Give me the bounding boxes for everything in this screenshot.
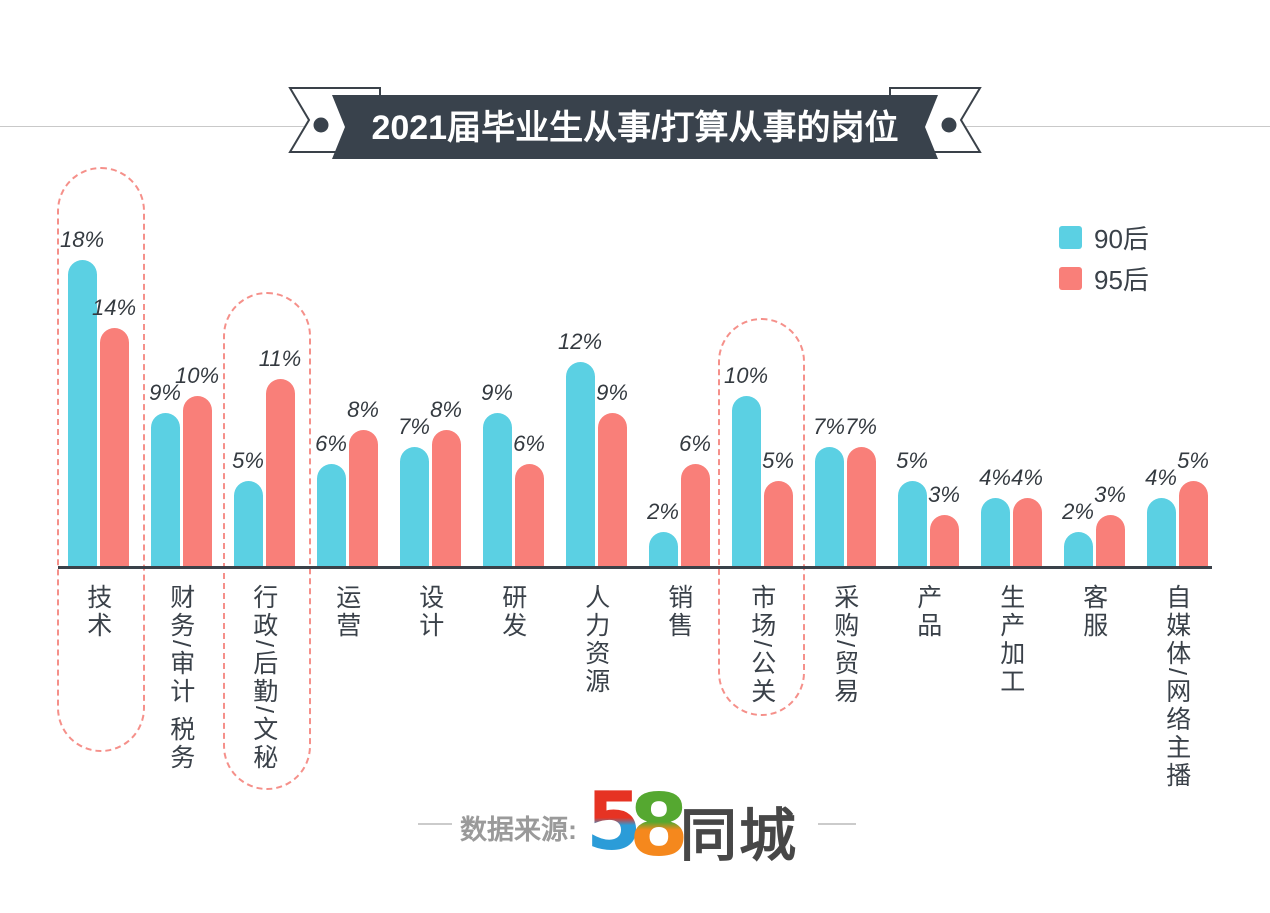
logo-58-icon: 5 8 — [586, 783, 686, 868]
bar-value-label: 7% — [813, 414, 845, 439]
category-label-人力资源: 人力资源 — [581, 584, 610, 696]
bar-90后-技术 — [67, 260, 97, 566]
legend-label-95: 95后 — [1094, 265, 1149, 295]
bar-value-label: 10% — [174, 363, 220, 388]
bar-90后-设计 — [399, 447, 429, 566]
category-label-采购/贸易: 采购/贸易 — [830, 584, 859, 706]
bar-value-label: 10% — [723, 363, 769, 388]
bar-90后-销售 — [648, 532, 678, 566]
bar-90后-自媒体/网络主播 — [1146, 498, 1176, 566]
bar-value-label: 5% — [232, 448, 264, 473]
category-label-自媒体/网络主播: 自媒体/网络主播 — [1162, 584, 1191, 790]
bar-value-label: 4% — [979, 465, 1011, 490]
legend-label-90: 90后 — [1094, 224, 1149, 254]
legend-item-90: 90后 — [1059, 219, 1149, 256]
bar-95后-行政/后勤/文秘 — [265, 379, 295, 566]
bar-value-label: 5% — [896, 448, 928, 473]
bar-value-label: 6% — [513, 431, 545, 456]
highlight-pill-市场/公关 — [718, 318, 805, 716]
logo-digit-8: 8 — [629, 783, 686, 868]
highlight-pill-行政/后勤/文秘 — [223, 292, 311, 790]
bar-value-label: 9% — [481, 380, 513, 405]
category-label-行政/后勤/文秘: 行政/后勤/文秘 — [249, 584, 278, 772]
category-label-客服: 客服 — [1079, 584, 1108, 640]
logo-digit-5: 5 — [586, 783, 642, 868]
bar-value-label: 9% — [149, 380, 181, 405]
bar-90后-产品 — [897, 481, 927, 566]
bar-90后-市场/公关 — [731, 396, 761, 566]
bar-value-label: 18% — [59, 227, 105, 252]
bar-value-label: 8% — [347, 397, 379, 422]
bar-95后-销售 — [680, 464, 710, 566]
bar-90后-客服 — [1063, 532, 1093, 566]
ribbon-right-dot — [941, 117, 957, 133]
bar-95后-人力资源 — [597, 413, 627, 566]
bar-value-label: 8% — [430, 397, 462, 422]
bar-value-label: 7% — [845, 414, 877, 439]
title-ribbon: 2021届毕业生从事/打算从事的岗位 — [288, 87, 982, 159]
category-label-财务/审计 税务: 财务/审计 税务 — [166, 584, 195, 772]
bar-95后-设计 — [431, 430, 461, 566]
legend-swatch-90-icon — [1059, 226, 1082, 249]
category-label-设计: 设计 — [415, 584, 444, 640]
category-label-生产加工: 生产加工 — [996, 584, 1025, 696]
bar-value-label: 9% — [596, 380, 628, 405]
legend-item-95: 95后 — [1059, 260, 1149, 297]
bar-value-label: 6% — [679, 431, 711, 456]
bar-value-label: 4% — [1145, 465, 1177, 490]
bar-value-label: 3% — [1094, 482, 1126, 507]
bar-90后-行政/后勤/文秘 — [233, 481, 263, 566]
bar-95后-采购/贸易 — [846, 447, 876, 566]
bar-90后-生产加工 — [980, 498, 1010, 566]
bar-95后-生产加工 — [1012, 498, 1042, 566]
legend-swatch-95-icon — [1059, 267, 1082, 290]
bar-90后-运营 — [316, 464, 346, 566]
bar-value-label: 2% — [1062, 499, 1094, 524]
category-label-销售: 销售 — [664, 584, 693, 640]
category-label-运营: 运营 — [332, 584, 361, 640]
bar-90后-人力资源 — [565, 362, 595, 566]
x-axis-line — [58, 566, 1212, 569]
category-label-技术: 技术 — [83, 584, 112, 640]
bar-value-label: 5% — [762, 448, 794, 473]
bar-value-label: 14% — [91, 295, 137, 320]
bar-90后-研发 — [482, 413, 512, 566]
bar-value-label: 3% — [928, 482, 960, 507]
bar-95后-产品 — [929, 515, 959, 566]
bar-value-label: 6% — [315, 431, 347, 456]
bar-value-label: 2% — [647, 499, 679, 524]
footer-left-line — [418, 823, 452, 825]
bar-95后-研发 — [514, 464, 544, 566]
bar-95后-市场/公关 — [763, 481, 793, 566]
ribbon-left-dot — [313, 117, 329, 133]
ribbon-banner — [332, 95, 938, 159]
highlight-pill-技术 — [57, 167, 145, 752]
bar-95后-自媒体/网络主播 — [1178, 481, 1208, 566]
bar-90后-采购/贸易 — [814, 447, 844, 566]
bar-value-label: 5% — [1177, 448, 1209, 473]
bar-value-label: 7% — [398, 414, 430, 439]
bar-value-label: 4% — [1011, 465, 1043, 490]
category-label-产品: 产品 — [913, 584, 942, 640]
bar-95后-运营 — [348, 430, 378, 566]
bar-95后-客服 — [1095, 515, 1125, 566]
bar-90后-财务/审计 税务 — [150, 413, 180, 566]
page-title: 2021届毕业生从事/打算从事的岗位 — [371, 109, 898, 147]
data-source-label: 数据来源: — [460, 815, 577, 845]
bar-value-label: 11% — [258, 346, 302, 371]
footer-right-line — [818, 823, 856, 825]
bar-95后-技术 — [99, 328, 129, 566]
bar-95后-财务/审计 税务 — [182, 396, 212, 566]
bar-value-label: 12% — [557, 329, 603, 354]
logo-brand-name: 同城 — [680, 804, 798, 868]
category-label-研发: 研发 — [498, 584, 527, 640]
